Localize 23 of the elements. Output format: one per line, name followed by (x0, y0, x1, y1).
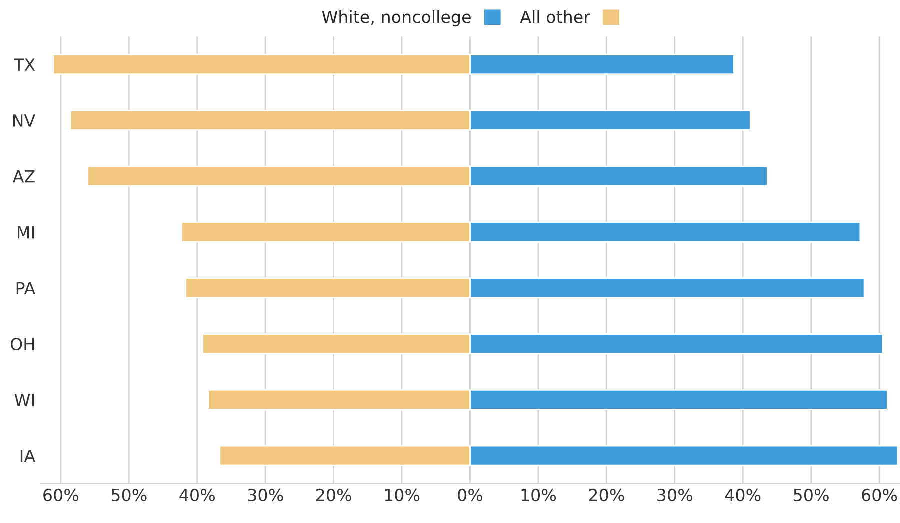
legend-label: All other (520, 10, 590, 24)
y-tick-label: NV (13, 114, 36, 127)
x-tick-label: 10% (522, 488, 556, 502)
x-tick-label: 40% (180, 488, 215, 502)
x-tick-label: 60% (862, 488, 898, 502)
y-tick-label: IA (20, 450, 36, 462)
x-tick-label: 50% (794, 488, 829, 502)
x-tick-label: 10% (385, 488, 420, 502)
legend-label: White, noncollege (322, 10, 471, 27)
x-tick-label: 50% (112, 488, 147, 502)
x-tick-label: 30% (658, 488, 692, 502)
y-tick-label: TX (14, 58, 36, 71)
x-tick-label: 20% (589, 488, 624, 502)
y-tick-label: OH (10, 338, 34, 351)
y-tick-label: WI (14, 394, 34, 406)
x-tick-label: 60% (44, 488, 79, 502)
x-tick-label: 0% (458, 488, 483, 502)
y-tick-label: AZ (12, 170, 35, 183)
x-tick-label: 30% (248, 488, 284, 502)
y-tick-label: PA (16, 282, 36, 294)
x-tick-label: 20% (316, 488, 352, 502)
x-tick-label: 40% (725, 488, 761, 502)
y-tick-label: MI (18, 226, 34, 239)
